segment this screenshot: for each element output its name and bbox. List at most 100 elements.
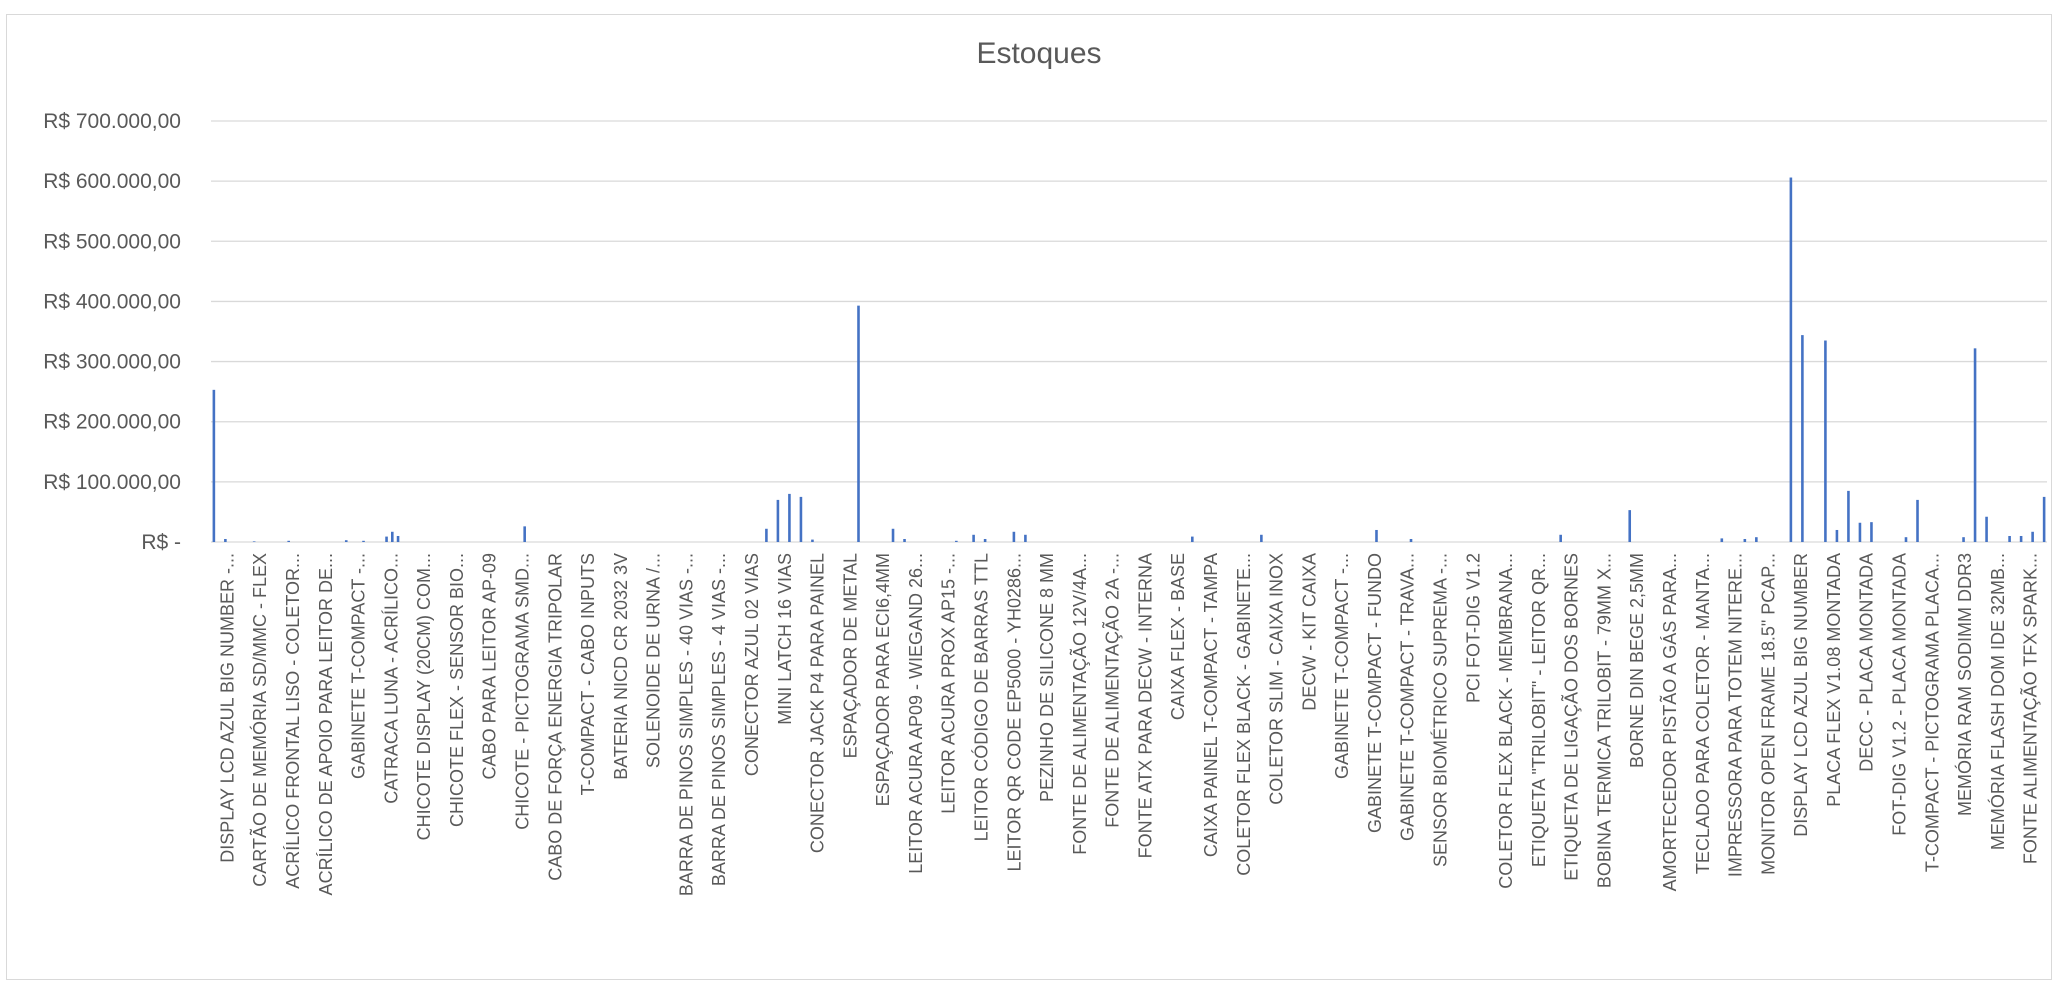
y-tick-label: R$ 400.000,00 <box>43 290 181 313</box>
x-tick-label: LEITOR CÓDIGO DE BARRAS TTL <box>971 553 992 841</box>
x-tick-label: ESPAÇADOR PARA ECI6,4MM <box>873 553 893 806</box>
bar <box>1720 538 1724 542</box>
bar <box>983 538 987 542</box>
x-tick-label: ACRÍLICO DE APOIO PARA LEITOR DE... <box>316 553 336 895</box>
x-tick-label: SOLENOIDE DE URNA /... <box>644 553 664 768</box>
x-tick-label: BATERIA NICD CR 2032 3V <box>611 553 631 780</box>
x-tick-label: PEZINHO DE SILICONE 8 MM <box>1037 553 1057 802</box>
x-tick-label: ACRÍLICO FRONTAL LISO - COLETOR... <box>283 553 303 889</box>
x-tick-label: CATRACA LUNA - ACRÍLICO... <box>381 553 401 804</box>
bars <box>212 177 2046 542</box>
x-tick-label: DISPLAY LCD AZUL BIG NUMBER <box>1791 553 1811 837</box>
x-tick-label: AMORTECEDOR PISTÃO A GÁS PARA... <box>1659 553 1680 891</box>
x-tick-label: BOBINA TERMICA TRILOBIT - 79MM X... <box>1594 553 1614 888</box>
x-tick-label: CHICOTE - PICTOGRAMA SMD... <box>513 553 533 830</box>
bar <box>1847 490 1850 542</box>
x-tick-label: BARRA DE PINOS SIMPLES - 40 VIAS -... <box>676 553 696 896</box>
bar <box>765 528 768 542</box>
bar <box>776 499 780 542</box>
x-tick-label: GABINETE T-COMPACT - TRAVA... <box>1398 553 1418 841</box>
bar <box>972 534 975 542</box>
bar <box>1409 538 1413 542</box>
bar <box>385 536 388 542</box>
bar <box>799 496 803 542</box>
x-tick-label: CABO PARA LEITOR AP-09 <box>480 553 500 779</box>
x-tick-label: COLETOR FLEX BLACK - MEMBRANA... <box>1496 553 1516 889</box>
bar <box>2031 531 2034 542</box>
x-tick-label: SENSOR BIOMÉTRICO SUPREMA -... <box>1431 553 1451 867</box>
y-tick-label: R$ 300.000,00 <box>43 351 181 374</box>
bar <box>391 531 394 542</box>
x-tick-label: GABINETE T-COMPACT -... <box>349 553 369 779</box>
bar <box>1755 537 1758 542</box>
bar <box>252 541 256 542</box>
chart-canvas: Estoques R$ -R$ 100.000,00R$ 200.000,00R… <box>43 37 2047 896</box>
y-tick-label: R$ 200.000,00 <box>43 411 181 434</box>
x-tick-label: GABINETE T-COMPACT -... <box>1332 553 1352 779</box>
x-tick-label: TECLADO PARA COLETOR - MANTA... <box>1693 553 1713 874</box>
x-tick-label: MONITOR OPEN FRAME 18.5" PCAP... <box>1758 553 1778 875</box>
x-tick-label: GABINETE T-COMPACT - FUNDO <box>1365 553 1385 833</box>
bar <box>1985 516 1988 542</box>
y-tick-label: R$ - <box>141 531 181 554</box>
y-tick-label: R$ 500.000,00 <box>43 230 181 253</box>
bar <box>523 526 526 542</box>
x-tick-label: FONTE ALIMENTAÇÃO TFX SPARK... <box>2020 553 2041 864</box>
x-tick-label: CHICOTE FLEX - SENSOR BIO... <box>447 553 467 827</box>
x-tick-label: T-COMPACT - PICTOGRAMA PLACA... <box>1922 553 1942 872</box>
chart-title: Estoques <box>976 37 1101 70</box>
x-tick-label: CONECTOR JACK P4 PARA PAINEL <box>808 553 828 853</box>
x-tick-label: FONTE DE ALIMENTAÇÃO 12V/4A... <box>1069 553 1090 855</box>
x-tick-label: FONTE DE ALIMENTAÇÃO 2A -... <box>1102 553 1123 828</box>
bar <box>1858 522 1862 542</box>
bar <box>955 540 958 542</box>
bar <box>1375 529 1378 542</box>
bar <box>857 305 860 542</box>
x-tick-label: BORNE DIN BEGE 2,5MM <box>1627 553 1647 768</box>
y-axis-tick-labels: R$ - R$ 100.000,00 R$ 200.000,00 R$ 300.000… <box>43 110 181 554</box>
bar <box>1962 537 1965 542</box>
x-tick-label: LEITOR ACURA AP09 - WIEGAND 26... <box>906 553 926 874</box>
bar <box>224 538 227 542</box>
bar <box>1824 340 1827 542</box>
x-axis-tick-labels: DISPLAY LCD AZUL BIG NUMBER -... CARTÃO D… <box>217 553 2040 896</box>
y-tick-label: R$ 700.000,00 <box>43 110 181 133</box>
bar <box>1012 531 1016 542</box>
bar <box>2008 535 2011 542</box>
bar <box>344 540 348 542</box>
bar <box>788 493 791 542</box>
x-tick-label: FONTE ATX PARA DECW - INTERNA <box>1135 553 1155 858</box>
x-tick-label: ETIQUETA DE LIGAÇÃO DOS BORNES <box>1561 553 1582 881</box>
bar <box>212 389 216 542</box>
bar <box>287 540 290 542</box>
x-tick-label: CABO DE FORÇA ENERGIA TRIPOLAR <box>545 553 565 881</box>
bar <box>891 528 895 542</box>
chart-area: Estoques R$ - R$ 100.000,00 R$ 200.000,00 R… <box>6 14 2052 980</box>
x-tick-label: MINI LATCH 16 VIAS <box>775 553 795 725</box>
bar <box>1743 538 1747 542</box>
bar <box>1628 510 1632 542</box>
bar <box>2042 496 2046 542</box>
x-tick-label: ESPAÇADOR DE METAL <box>840 553 860 758</box>
x-tick-label: IMPRESSORA PARA TOTEM NITERE... <box>1726 553 1746 877</box>
bar <box>2019 535 2023 542</box>
x-tick-label: FOT-DIG V1.2 - PLACA MONTADA <box>1890 553 1910 836</box>
bar <box>396 535 400 542</box>
bar <box>1835 529 1839 542</box>
x-tick-label: DISPLAY LCD AZUL BIG NUMBER -... <box>217 553 237 863</box>
x-tick-label: DECC - PLACA MONTADA <box>1857 553 1877 772</box>
bar <box>1191 536 1194 542</box>
y-tick-label: R$ 600.000,00 <box>43 170 181 193</box>
bar <box>1916 499 1919 542</box>
x-tick-label: COLETOR FLEX BLACK - GABINETE... <box>1234 553 1254 876</box>
x-tick-label: CONECTOR AZUL 02 VIAS <box>742 553 762 776</box>
bar <box>362 540 365 542</box>
y-tick-label: R$ 100.000,00 <box>43 471 181 494</box>
x-tick-label: PCI FOT-DIG V1.2 <box>1463 553 1483 703</box>
x-tick-label: LEITOR ACURA PROX AP15 -... <box>939 553 959 814</box>
x-tick-label: T-COMPACT - CABO INPUTS <box>578 553 598 795</box>
x-tick-label: CARTÃO DE MEMÓRIA SD/MMC - FLEX <box>249 553 270 887</box>
x-tick-label: BARRA DE PINOS SIMPLES - 4 VIAS -... <box>709 553 729 886</box>
x-tick-label: COLETOR SLIM - CAIXA INOX <box>1267 553 1287 805</box>
bar <box>1789 177 1793 542</box>
